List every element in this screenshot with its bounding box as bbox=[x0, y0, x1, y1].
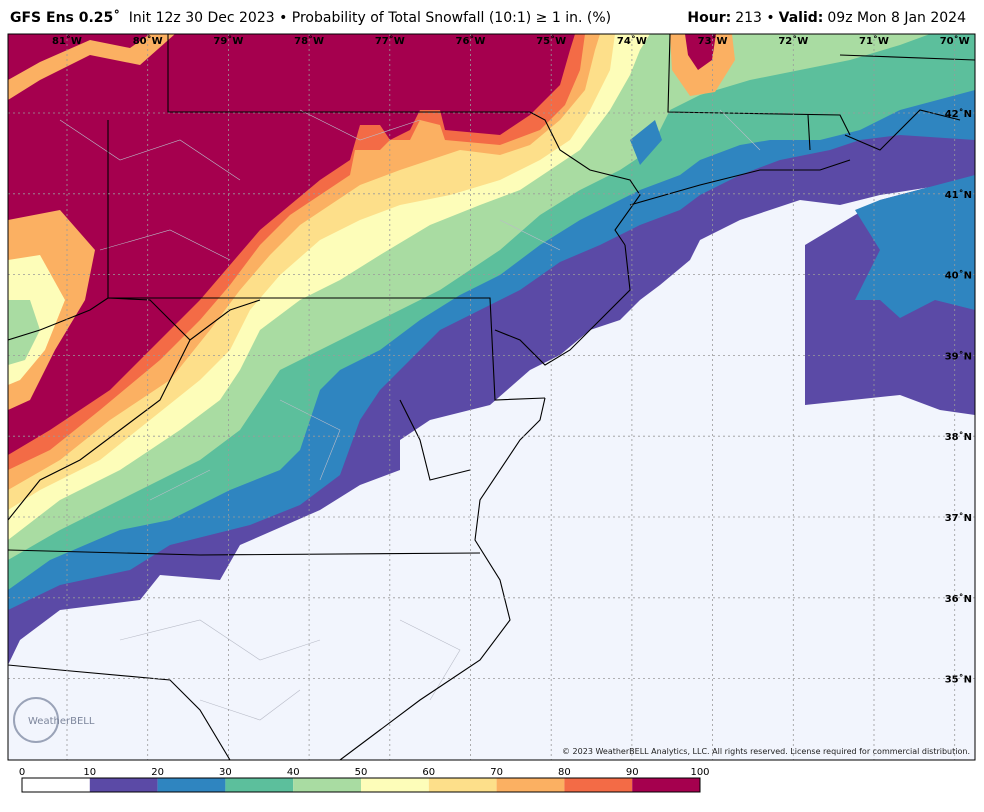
logo: WeatherBELL bbox=[13, 697, 95, 743]
band-20-east bbox=[855, 175, 975, 318]
map-frame bbox=[7, 33, 976, 761]
latitude-label: 35˚N bbox=[945, 674, 972, 686]
colorbar-tick-label: 0 bbox=[19, 767, 25, 778]
colorbar-segment bbox=[89, 778, 158, 792]
colorbar-segment bbox=[293, 778, 361, 792]
longitude-label: 80˚W bbox=[133, 35, 163, 47]
title-description: Init 12z 30 Dec 2023 • Probability of To… bbox=[129, 10, 611, 26]
colorbar-tick-label: 30 bbox=[219, 767, 232, 778]
latitude-label: 42˚N bbox=[945, 108, 972, 120]
colorbar-tick-label: 20 bbox=[151, 767, 164, 778]
logo-text: WeatherBELL bbox=[28, 716, 95, 727]
colorbar-tick-label: 90 bbox=[626, 767, 639, 778]
colorbar-tick-label: 10 bbox=[83, 767, 96, 778]
colorbar-tick-label: 70 bbox=[490, 767, 503, 778]
latitude-label: 38˚N bbox=[945, 431, 972, 443]
longitude-label: 81˚W bbox=[52, 35, 82, 47]
band-40-wv bbox=[8, 300, 40, 365]
colorbar-segment bbox=[225, 778, 294, 792]
longitude-label: 77˚W bbox=[375, 35, 405, 47]
valid-time: Hour: 213 • Valid: 09z Mon 8 Jan 2024 bbox=[687, 10, 966, 26]
model-name: GFS Ens 0.25˚ bbox=[10, 9, 120, 26]
latitude-label: 36˚N bbox=[945, 593, 972, 605]
header-segment: Valid: bbox=[779, 10, 824, 26]
colorbar-tick-label: 40 bbox=[287, 767, 300, 778]
latitude-label: 39˚N bbox=[945, 350, 972, 362]
latitude-label: 37˚N bbox=[945, 512, 972, 524]
band-90 bbox=[8, 34, 575, 455]
header-segment: 213 • bbox=[735, 10, 774, 26]
longitude-label: 71˚W bbox=[859, 35, 889, 47]
colorbar-tick-label: 60 bbox=[422, 767, 435, 778]
colorbar-segment bbox=[22, 778, 90, 792]
band-20-li bbox=[630, 120, 662, 165]
colorbar-segment bbox=[361, 778, 429, 792]
map-area bbox=[8, 34, 975, 760]
map-title: GFS Ens 0.25˚ Init 12z 30 Dec 2023 • Pro… bbox=[10, 9, 611, 26]
latitude-label: 40˚N bbox=[945, 270, 972, 282]
longitude-label: 70˚W bbox=[940, 35, 970, 47]
colorbar-tick-label: 100 bbox=[690, 767, 709, 778]
longitude-label: 78˚W bbox=[294, 35, 324, 47]
band-90-top bbox=[8, 34, 150, 80]
band-90-ne bbox=[685, 34, 716, 70]
longitude-label: 75˚W bbox=[536, 35, 566, 47]
colorbar-frame bbox=[21, 777, 701, 793]
latitude-label: 41˚N bbox=[945, 189, 972, 201]
header-segment: Hour: bbox=[687, 10, 731, 26]
longitude-label: 73˚W bbox=[698, 35, 728, 47]
longitude-label: 72˚W bbox=[778, 35, 808, 47]
longitude-label: 76˚W bbox=[456, 35, 486, 47]
copyright: © 2023 WeatherBELL Analytics, LLC. All r… bbox=[562, 747, 970, 756]
longitude-label: 79˚W bbox=[213, 35, 243, 47]
header-segment: 09z Mon 8 Jan 2024 bbox=[827, 10, 966, 26]
colorbar-segment bbox=[564, 778, 633, 792]
colorbar-segment bbox=[496, 778, 565, 792]
colorbar-tick-label: 80 bbox=[558, 767, 571, 778]
colorbar-segment bbox=[157, 778, 226, 792]
colorbar-segment bbox=[632, 778, 700, 792]
colorbar-segment bbox=[428, 778, 497, 792]
colorbar-tick-label: 50 bbox=[355, 767, 368, 778]
longitude-label: 74˚W bbox=[617, 35, 647, 47]
logo-mark bbox=[13, 697, 59, 743]
